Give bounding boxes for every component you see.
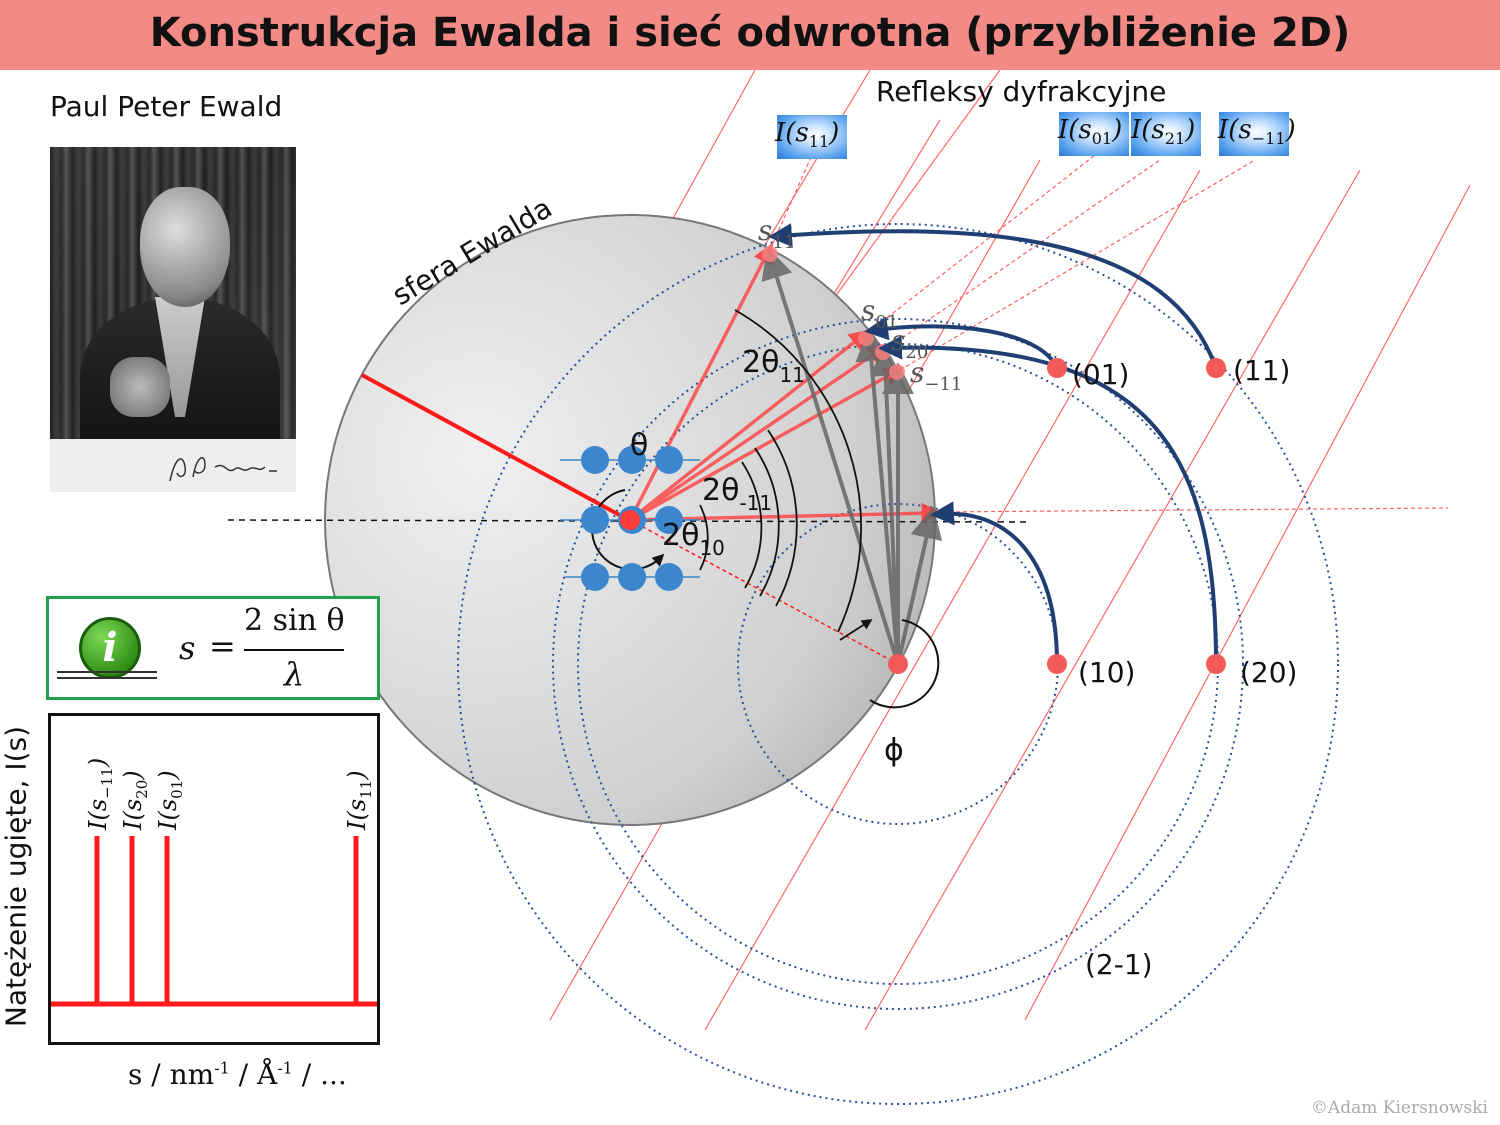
peak-label-s01: I(s01): [154, 770, 186, 831]
sample-atoms: [560, 446, 700, 591]
reflection-label-m11: I(s−11): [1218, 115, 1296, 149]
reflection-spot-21: [1131, 112, 1201, 156]
reflection-label-01: I(s01): [1058, 115, 1123, 149]
formula-denominator: λ: [284, 655, 305, 693]
two-theta-arcs: [699, 309, 862, 633]
reflections-heading: Refleksy dyfrakcyjne: [876, 75, 1166, 108]
reciprocal-lattice-points: [888, 358, 1226, 674]
reflection-spot-11: [777, 115, 847, 159]
portrait-hand: [110, 357, 170, 417]
s01-label: s01: [861, 294, 898, 333]
ewald-portrait: [50, 147, 296, 492]
peak-label-s11: I(s11): [343, 770, 375, 831]
info-icon[interactable]: i: [79, 617, 141, 679]
two-theta-m11-label: 2θ-11: [702, 473, 772, 515]
beam-to-origin: [629, 519, 899, 665]
incident-beam: [361, 373, 626, 520]
formula-fraction-bar: [244, 649, 344, 651]
label-11: (11): [1233, 354, 1290, 387]
scattering-vectors: [761, 246, 943, 665]
portrait-caption: Paul Peter Ewald: [50, 90, 283, 123]
formula-numerator: 2 sin θ: [244, 603, 345, 638]
theta-label: θ: [630, 428, 648, 463]
handwritten-signature: [169, 456, 277, 482]
portrait-head: [140, 187, 230, 307]
two-theta-10-label: 2θ10: [662, 518, 725, 560]
peak-label-s-11: I(s−11): [84, 758, 116, 831]
label-01: (01): [1072, 358, 1129, 391]
intensity-plot: I(s−11) I(s20) I(s01) I(s11): [48, 758, 380, 1007]
formula-lhs: s: [179, 629, 196, 667]
phi-label: ϕ: [884, 733, 904, 768]
label-20: (20): [1240, 656, 1297, 689]
s20-label: s20: [891, 324, 928, 363]
signature-area: [50, 439, 296, 492]
reflection-label-21: I(s21): [1131, 115, 1196, 149]
copyright-notice: ©Adam Kiersnowski: [1310, 1098, 1488, 1118]
formula-equals: =: [209, 627, 236, 665]
reflection-label-11: I(s11): [775, 118, 840, 152]
plot-x-axis-label: s / nm-1 / Å-1 / ...: [128, 1058, 347, 1091]
intensity-plot-frame: [48, 713, 380, 1045]
page-title: Konstrukcja Ewalda i sieć odwrotna (przy…: [149, 10, 1351, 56]
label-2-1: (2-1): [1085, 948, 1153, 981]
s11-label: s11: [758, 214, 795, 253]
phi-rotation-arrow: [869, 619, 940, 709]
plot-y-axis-label: Natężenie ugięte, I(s): [0, 725, 33, 1028]
two-theta-11-label: 2θ11: [742, 345, 805, 387]
peak-label-s20: I(s20): [119, 770, 151, 831]
label-10: (10): [1078, 656, 1135, 689]
formula-box: i s = 2 sin θ λ: [46, 596, 380, 700]
reflection-spot-m11: [1219, 112, 1289, 156]
rotation-arrows: [768, 223, 1218, 665]
info-icon-base: [57, 671, 157, 679]
title-bar: [0, 0, 1500, 70]
reflection-spot-01: [1059, 112, 1129, 156]
s-11-label: s−11: [910, 356, 962, 395]
